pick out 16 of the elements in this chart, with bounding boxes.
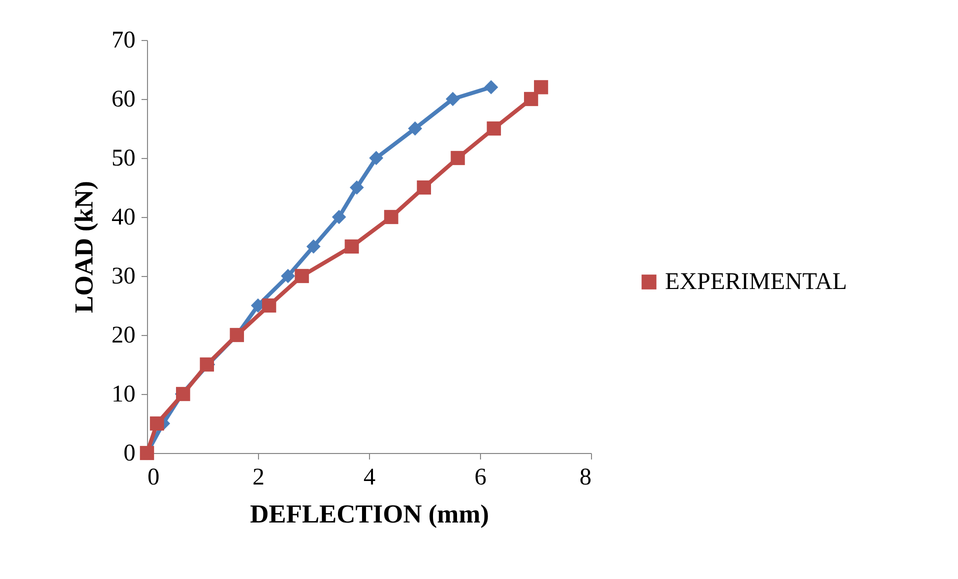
y-axis-title: LOAD (kN)	[70, 180, 98, 314]
y-tick-label: 10	[112, 382, 136, 408]
y-tick-label: 70	[112, 28, 136, 54]
y-tick-label: 0	[124, 440, 136, 466]
legend-label: EXPERIMENTAL	[665, 269, 848, 295]
x-tick-label: 6	[474, 464, 486, 490]
y-tick-label: 30	[112, 264, 136, 290]
x-tick-label: 8	[580, 464, 592, 490]
y-tick-label: 50	[112, 146, 136, 172]
y-tick-label: 40	[112, 204, 136, 230]
x-tick-label: 0	[148, 464, 160, 490]
x-tick-label: 2	[252, 464, 264, 490]
x-axis-title: DEFLECTION (mm)	[250, 500, 490, 528]
y-tick-label: 60	[112, 86, 136, 112]
y-tick-label: 20	[112, 322, 136, 348]
x-tick-label: 4	[364, 464, 376, 490]
